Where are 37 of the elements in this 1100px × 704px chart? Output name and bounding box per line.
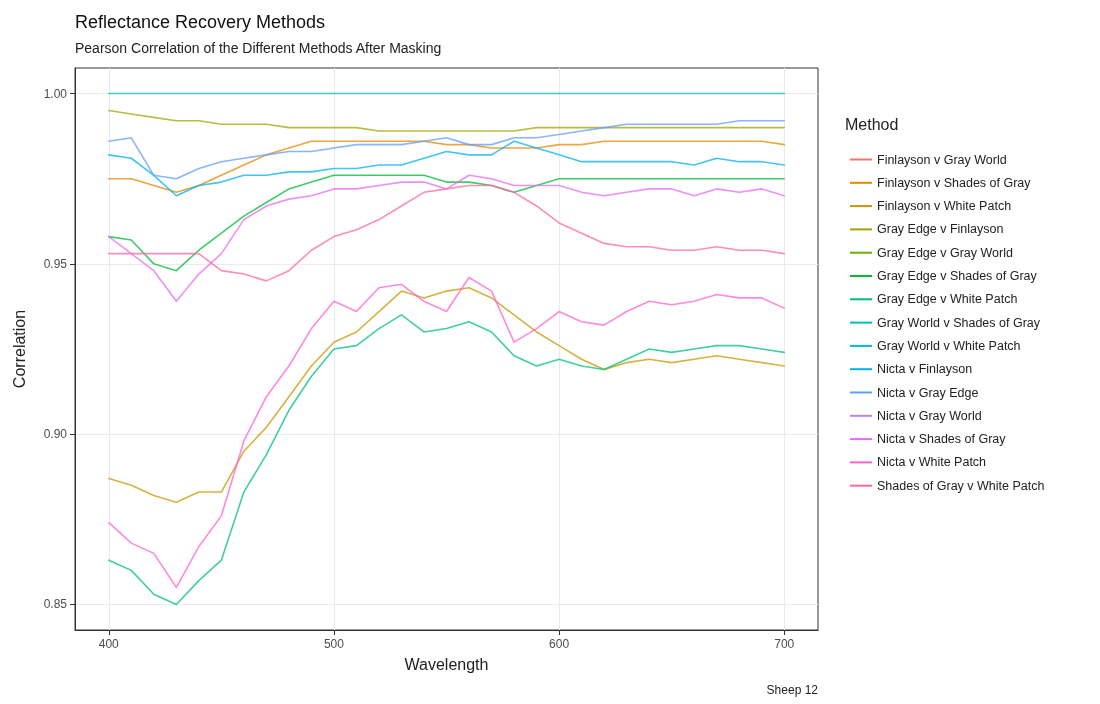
legend-label: Gray Edge v Finlayson bbox=[877, 222, 1004, 237]
legend-label: Gray World v Shades of Gray bbox=[877, 315, 1041, 330]
chart-subtitle: Pearson Correlation of the Different Methods After Masking bbox=[75, 40, 442, 56]
legend-label: Finlayson v White Patch bbox=[877, 199, 1012, 214]
line-series bbox=[107, 174, 786, 272]
x-tick-label: 700 bbox=[774, 637, 795, 651]
legend-label: Nicta v Shades of Gray bbox=[877, 432, 1007, 447]
legend-label: Gray World v White Patch bbox=[877, 338, 1021, 353]
line-series bbox=[107, 276, 786, 589]
y-axis-title: Correlation bbox=[10, 309, 28, 389]
legend-label: Gray Edge v White Patch bbox=[877, 292, 1018, 307]
legend-label: Gray Edge v Gray World bbox=[877, 245, 1013, 260]
y-tick-label: 0.90 bbox=[43, 427, 68, 442]
x-tick-label: 400 bbox=[98, 637, 120, 651]
y-tick-label: 0.95 bbox=[43, 256, 68, 271]
legend-label: Finlayson v Shades of Gray bbox=[877, 175, 1032, 190]
line-series bbox=[107, 109, 786, 132]
legend-label: Finlayson v Gray World bbox=[877, 152, 1007, 167]
legend-title: Method bbox=[845, 115, 899, 133]
legend-label: Nicta v Gray World bbox=[877, 408, 982, 423]
line-series bbox=[107, 174, 786, 303]
text: Sheep 12 bbox=[766, 683, 819, 697]
legend-label: Gray Edge v Shades of Gray bbox=[877, 269, 1038, 283]
line-series bbox=[107, 184, 786, 282]
y-tick-label: 1.00 bbox=[43, 86, 68, 101]
y-tick-label: 0.85 bbox=[43, 597, 68, 612]
line-series bbox=[107, 286, 786, 504]
legend-label: Shades of Gray v White Patch bbox=[877, 478, 1045, 493]
line-series bbox=[107, 314, 786, 606]
line-series bbox=[107, 119, 786, 180]
legend-label: Nicta v Gray Edge bbox=[877, 385, 979, 400]
legend-label: Nicta v Finlayson bbox=[877, 362, 973, 377]
chart-title: Reflectance Recovery Methods bbox=[75, 12, 326, 32]
x-tick-label: 500 bbox=[323, 637, 345, 651]
x-tick-label: 600 bbox=[549, 637, 570, 651]
legend-label: Nicta v White Patch bbox=[877, 455, 987, 470]
x-axis-title: Wavelength bbox=[404, 655, 489, 673]
